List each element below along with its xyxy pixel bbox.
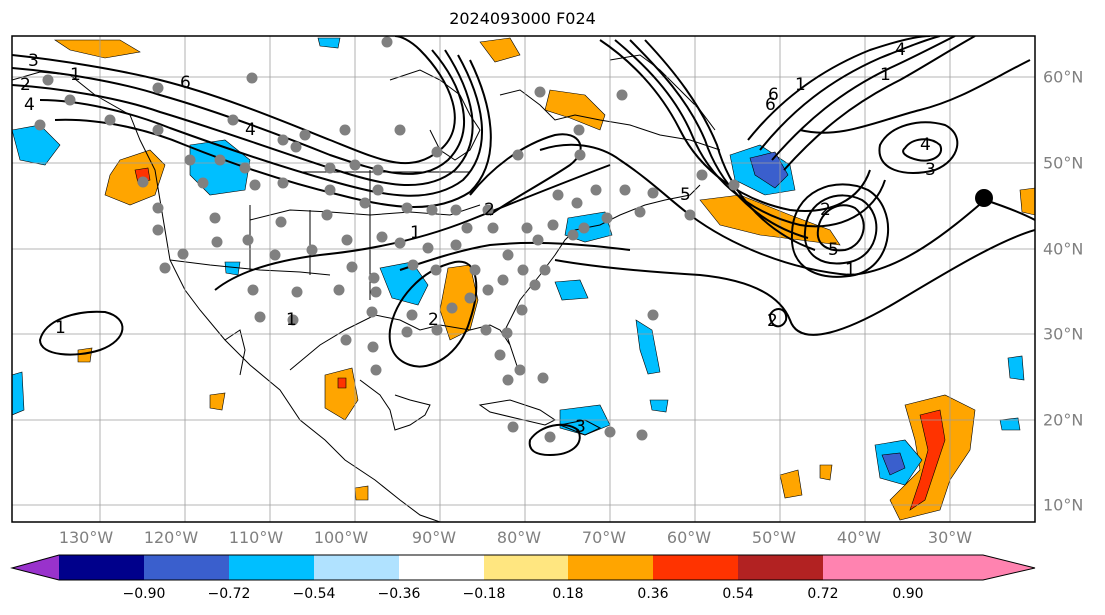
colorbar-tick-label: −0.72 — [207, 586, 251, 602]
latitude-label: 60°N — [1043, 67, 1084, 87]
colorbar-tick-label: −0.36 — [377, 586, 421, 602]
contour-label: 1 — [55, 318, 66, 338]
contour-label: 2 — [428, 310, 439, 330]
contour-label: 1 — [880, 65, 891, 85]
colorbar-bin — [823, 555, 908, 580]
contour-label: 1 — [845, 260, 856, 280]
longitude-label: 50°W — [751, 528, 797, 547]
colorbar-tick-label: 0.90 — [892, 586, 924, 602]
colorbar-tick-label: −0.54 — [292, 586, 336, 602]
contour-label: 1 — [286, 310, 297, 330]
contour-label: 3 — [575, 417, 586, 437]
colorbar-bin — [399, 555, 484, 580]
longitude-label: 120°W — [143, 528, 199, 547]
contour-label: 2 — [820, 200, 831, 220]
contour-lines — [12, 36, 1035, 457]
map-title: 2024093000 F024 — [449, 9, 596, 28]
longitude-label: 110°W — [228, 528, 284, 547]
contour-label: 1 — [70, 65, 81, 85]
positive-anomaly-fills — [54, 37, 1035, 521]
longitude-label: 40°W — [836, 528, 882, 547]
longitude-label: 80°W — [496, 528, 542, 547]
contour-label: 3 — [925, 160, 936, 180]
colorbar-bin — [144, 555, 229, 580]
contour-label: 2 — [484, 200, 495, 220]
longitude-label: 70°W — [581, 528, 627, 547]
contour-label: 5 — [828, 240, 839, 260]
reference-point-marker — [975, 189, 993, 207]
contour-label: 5 — [680, 185, 691, 205]
colorbar-bin — [59, 555, 144, 580]
colorbar-bin — [314, 555, 399, 580]
colorbar-tick-label: 0.36 — [637, 586, 669, 602]
colorbar-tick-label: −0.18 — [462, 586, 506, 602]
latitude-label: 20°N — [1043, 410, 1084, 430]
latitude-label: 40°N — [1043, 239, 1084, 259]
graticule — [12, 36, 1035, 522]
longitude-label: 90°W — [411, 528, 457, 547]
colorbar-outline — [10, 554, 1036, 581]
colorbar-bin — [484, 555, 568, 580]
colorbar-tick-label: 0.18 — [552, 586, 584, 602]
longitude-label: 100°W — [313, 528, 369, 547]
colorbar-bin — [568, 555, 653, 580]
contour-value-labels: 3 2 4 1 6 6 1 4 1 3 5 1 2 4 5 4 1 2 3 6 … — [20, 40, 936, 437]
contour-label: 4 — [245, 120, 256, 140]
contour-label: 6 — [765, 95, 776, 115]
colorbar-bin — [653, 555, 738, 580]
station-markers — [34, 36, 740, 443]
contour-label: 4 — [24, 95, 35, 115]
latitude-label: 50°N — [1043, 153, 1084, 173]
longitude-label: 130°W — [58, 528, 114, 547]
map-background — [12, 36, 1035, 522]
longitude-label: 60°W — [666, 528, 712, 547]
colorbar-bin — [738, 555, 823, 580]
contour-label: 6 — [180, 73, 191, 93]
contour-label: 1 — [410, 223, 421, 243]
latitude-label: 30°N — [1043, 324, 1084, 344]
contour-label: 2 — [767, 311, 778, 331]
contour-label: 1 — [795, 75, 806, 95]
colorbar-high-extend — [908, 555, 1035, 580]
contour-label: 3 — [28, 51, 39, 71]
negative-anomaly-fills — [12, 37, 1025, 486]
colorbar-bin — [229, 555, 314, 580]
colorbar-low-extend — [12, 555, 59, 580]
contour-label: 4 — [895, 40, 906, 60]
longitude-label: 30°W — [927, 528, 973, 547]
map-frame — [11, 35, 1036, 523]
colorbar — [10, 554, 1036, 581]
colorbar-tick-label: 0.72 — [807, 586, 839, 602]
latitude-label: 10°N — [1043, 495, 1084, 515]
colorbar-tick-label: −0.90 — [122, 586, 166, 602]
colorbar-tick-label: 0.54 — [722, 586, 754, 602]
contour-label: 2 — [20, 75, 31, 95]
contour-label: 6 — [768, 85, 779, 105]
contour-label: 4 — [920, 135, 931, 155]
